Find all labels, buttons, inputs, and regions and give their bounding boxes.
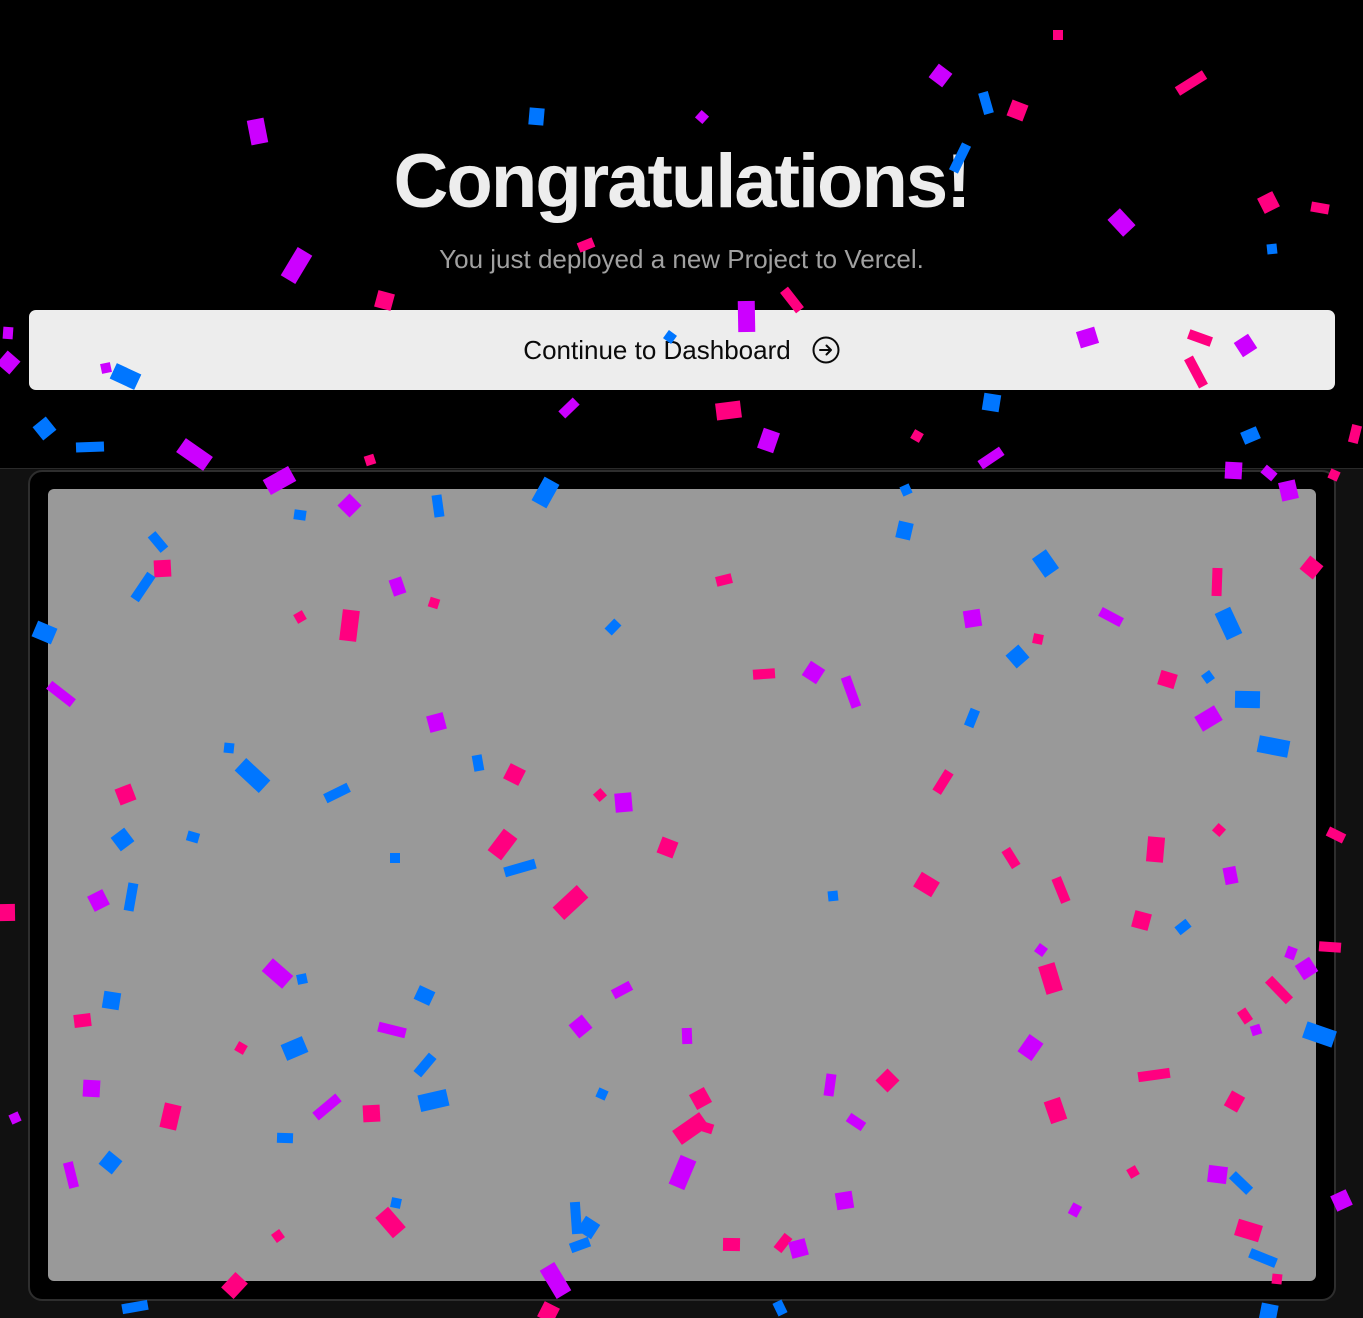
page-subtitle: You just deployed a new Project to Verce…: [0, 242, 1363, 276]
deployment-preview-image[interactable]: [48, 489, 1316, 1281]
hero-section: Congratulations! You just deployed a new…: [0, 0, 1363, 468]
page-title: Congratulations!: [0, 138, 1363, 226]
continue-to-dashboard-button[interactable]: Continue to Dashboard: [29, 310, 1335, 390]
arrow-right-circle-icon: [811, 335, 841, 365]
continue-button-label: Continue to Dashboard: [523, 335, 790, 366]
